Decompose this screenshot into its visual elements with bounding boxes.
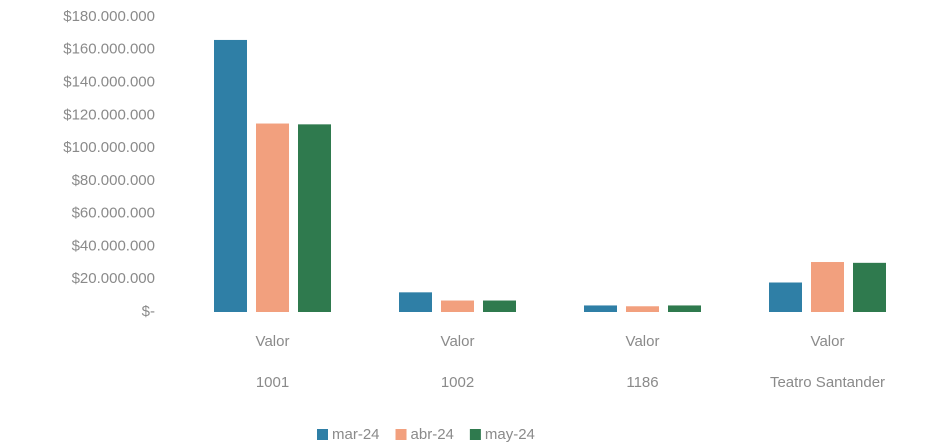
x-tick-label: Valor bbox=[811, 333, 845, 350]
bar bbox=[769, 282, 802, 312]
legend-label: mar-24 bbox=[332, 426, 380, 443]
bar bbox=[298, 124, 331, 312]
x-tick-label: Valor bbox=[441, 333, 475, 350]
bar bbox=[811, 262, 844, 312]
y-tick-label: $40.000.000 bbox=[72, 237, 155, 254]
y-tick-label: $140.000.000 bbox=[63, 74, 155, 91]
x-tick-label: 1186 bbox=[626, 374, 658, 391]
bar bbox=[626, 306, 659, 312]
x-tick-label: 1002 bbox=[441, 374, 474, 391]
y-tick-label: $100.000.000 bbox=[63, 139, 155, 156]
y-tick-label: $- bbox=[142, 303, 155, 320]
legend-swatch bbox=[469, 429, 481, 440]
y-tick-label: $20.000.000 bbox=[72, 270, 155, 287]
bar bbox=[441, 300, 474, 312]
legend-swatch bbox=[317, 429, 328, 440]
bar bbox=[483, 300, 516, 312]
y-tick-label: $120.000.000 bbox=[63, 106, 155, 123]
legend-label: may-24 bbox=[485, 426, 535, 443]
bar bbox=[584, 305, 617, 312]
x-tick-label: Teatro Santander bbox=[770, 374, 885, 391]
bar bbox=[668, 305, 701, 312]
bar bbox=[399, 292, 432, 312]
y-tick-label: $80.000.000 bbox=[72, 172, 155, 189]
legend-swatch bbox=[395, 429, 407, 440]
bar bbox=[214, 39, 247, 312]
y-tick-label: $160.000.000 bbox=[63, 41, 155, 58]
y-tick-label: $60.000.000 bbox=[72, 205, 155, 222]
x-tick-label: 1001 bbox=[256, 374, 289, 391]
y-tick-label: $180.000.000 bbox=[63, 8, 155, 25]
bar bbox=[853, 262, 886, 312]
x-tick-label: Valor bbox=[256, 333, 290, 350]
x-tick-label: Valor bbox=[626, 333, 660, 350]
bar bbox=[256, 123, 289, 313]
legend-label: abr-24 bbox=[411, 426, 454, 443]
